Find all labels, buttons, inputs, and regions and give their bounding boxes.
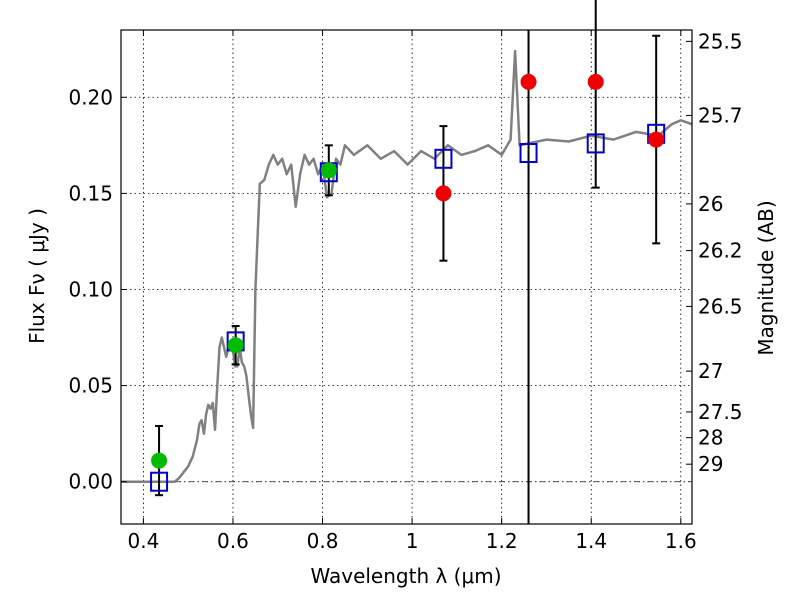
right-tick-label: 26.5 bbox=[698, 294, 743, 318]
x-tick-label: 0.8 bbox=[307, 529, 339, 553]
red-data-point bbox=[435, 185, 452, 202]
y-tick-label: 0.00 bbox=[68, 470, 113, 494]
y-tick-label: 0.15 bbox=[68, 181, 113, 205]
right-tick-label: 25.7 bbox=[698, 103, 743, 127]
y-tick-label: 0.05 bbox=[68, 374, 113, 398]
model-photometry-square bbox=[150, 471, 169, 492]
x-tick-label: 0.6 bbox=[217, 529, 249, 553]
x-tick-label: 1 bbox=[406, 529, 419, 553]
ticks: 0.4 0.6 0.8 1 1.2 1.4 1.6 0.00 0.05 0.10 0.15 0.20 2… bbox=[68, 29, 742, 553]
x-tick-label: 0.4 bbox=[127, 529, 159, 553]
plot-background bbox=[121, 30, 692, 524]
x-tick-label: 1.2 bbox=[486, 529, 518, 553]
model-photometry-square bbox=[586, 133, 605, 154]
right-axis-label: Magnitude (AB) bbox=[754, 200, 778, 355]
plot-frame bbox=[120, 29, 693, 525]
right-tick-label: 25.5 bbox=[698, 29, 743, 53]
x-tick-label: 1.6 bbox=[665, 529, 697, 553]
red-data-point bbox=[520, 73, 537, 90]
x-axis-label: Wavelength λ (μm) bbox=[310, 564, 501, 588]
model-photometry-square bbox=[519, 143, 538, 164]
detection-point bbox=[151, 452, 168, 469]
y-tick-label: 0.20 bbox=[68, 85, 113, 109]
red-data-point bbox=[648, 131, 665, 148]
detection-point bbox=[227, 337, 244, 354]
model-sed-line bbox=[121, 49, 692, 483]
right-tick-label: 28 bbox=[698, 426, 723, 450]
red-data-point bbox=[587, 73, 604, 90]
x-tick-label: 1.4 bbox=[575, 529, 607, 553]
markers bbox=[150, 73, 666, 492]
right-tick-label: 27 bbox=[698, 359, 723, 383]
right-tick-label: 29 bbox=[698, 452, 723, 476]
detection-point bbox=[320, 162, 337, 179]
model-photometry-square bbox=[434, 148, 453, 169]
right-tick-label: 27.5 bbox=[698, 400, 743, 424]
y-axis-label: Flux Fν ( μJy ) bbox=[25, 208, 49, 344]
y-tick-label: 0.10 bbox=[68, 277, 113, 301]
right-tick-label: 26 bbox=[698, 192, 723, 216]
data-layer bbox=[121, 30, 692, 524]
right-tick-label: 26.2 bbox=[698, 239, 743, 263]
